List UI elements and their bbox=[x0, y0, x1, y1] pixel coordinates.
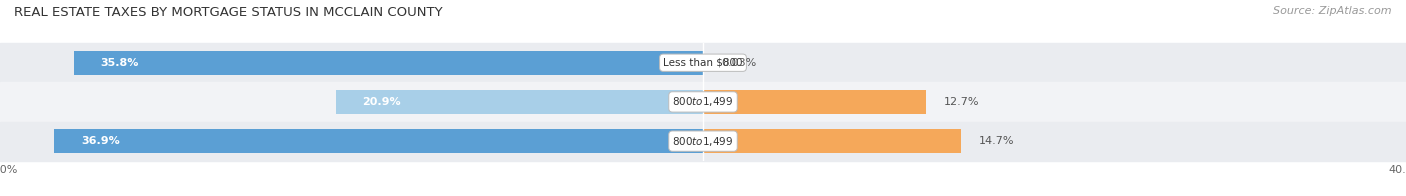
Bar bbox=[703, 90, 927, 114]
Text: $800 to $1,499: $800 to $1,499 bbox=[672, 95, 734, 108]
Text: Less than $800: Less than $800 bbox=[664, 58, 742, 68]
Bar bbox=[0, 43, 1406, 82]
Text: 20.9%: 20.9% bbox=[363, 97, 401, 107]
Bar bbox=[55, 129, 703, 153]
Bar bbox=[703, 129, 962, 153]
Text: 36.9%: 36.9% bbox=[82, 136, 120, 146]
Text: REAL ESTATE TAXES BY MORTGAGE STATUS IN MCCLAIN COUNTY: REAL ESTATE TAXES BY MORTGAGE STATUS IN … bbox=[14, 6, 443, 19]
Text: 12.7%: 12.7% bbox=[943, 97, 979, 107]
Text: 0.03%: 0.03% bbox=[721, 58, 756, 68]
Text: $800 to $1,499: $800 to $1,499 bbox=[672, 135, 734, 148]
Text: Source: ZipAtlas.com: Source: ZipAtlas.com bbox=[1274, 6, 1392, 16]
Bar bbox=[75, 51, 703, 75]
Text: 14.7%: 14.7% bbox=[979, 136, 1014, 146]
Bar bbox=[0, 82, 1406, 122]
Bar bbox=[0, 122, 1406, 161]
Bar bbox=[336, 90, 703, 114]
Text: 35.8%: 35.8% bbox=[100, 58, 139, 68]
